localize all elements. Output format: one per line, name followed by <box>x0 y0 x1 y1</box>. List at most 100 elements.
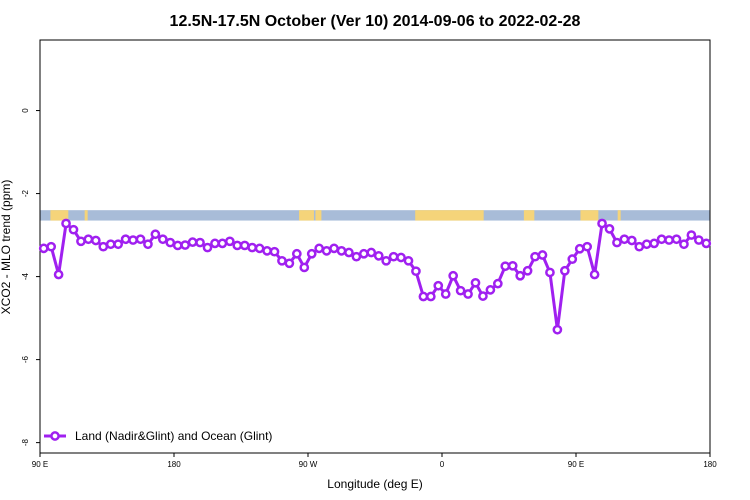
data-point <box>530 251 540 262</box>
data-point <box>463 289 473 299</box>
x-tick-label: 90 E <box>568 460 584 469</box>
data-point <box>388 251 399 262</box>
ocean-band <box>40 210 710 221</box>
data-point <box>344 247 354 258</box>
data-point <box>500 261 511 272</box>
data-point <box>187 237 198 247</box>
legend-marker-swatch <box>50 431 60 441</box>
data-point <box>61 218 71 229</box>
data-point <box>440 289 451 299</box>
data-point <box>291 248 302 259</box>
data-point <box>277 255 287 266</box>
land-segment-1 <box>84 210 88 221</box>
y-tick-label: -4 <box>21 272 30 280</box>
data-point <box>448 270 459 281</box>
x-tick-label: 0 <box>440 460 445 469</box>
data-point <box>180 240 191 250</box>
data-point <box>105 239 116 250</box>
data-point <box>68 224 79 235</box>
data-point <box>247 242 258 253</box>
data-point <box>604 224 615 234</box>
data-point <box>120 234 131 245</box>
data-point <box>262 246 272 256</box>
data-point <box>202 242 213 253</box>
plot-frame <box>39 39 711 454</box>
data-point <box>567 254 578 265</box>
y-tick-label: -8 <box>21 439 30 447</box>
data-point <box>210 238 220 249</box>
data-point <box>76 236 86 247</box>
data-point <box>641 239 652 250</box>
data-point <box>470 277 481 288</box>
data-point <box>98 241 109 252</box>
data-point <box>351 251 362 262</box>
data-point <box>366 247 377 258</box>
data-point <box>53 269 64 280</box>
data-point <box>701 238 712 249</box>
data-point <box>679 239 689 250</box>
land-segment-0 <box>50 210 69 221</box>
data-point <box>269 246 280 257</box>
data-point <box>626 235 637 246</box>
data-point <box>656 234 667 245</box>
data-point <box>515 270 526 281</box>
data-point <box>574 243 585 254</box>
data-point <box>537 250 548 260</box>
data-point <box>284 258 295 269</box>
data-point <box>336 246 347 256</box>
x-tick-label: 180 <box>167 460 181 469</box>
data-point <box>552 324 563 335</box>
data-point <box>90 235 101 246</box>
land-segment-2 <box>299 210 314 221</box>
data-point <box>455 285 466 296</box>
data-point <box>373 250 384 261</box>
data-point <box>671 234 682 245</box>
data-point <box>478 291 488 301</box>
x-tick-label: 90 W <box>299 460 318 469</box>
data-point <box>381 255 392 266</box>
legend-label: Land (Nadir&Glint) and Ocean (Glint) <box>75 429 272 443</box>
data-point <box>224 236 235 247</box>
data-point <box>232 240 243 251</box>
data-point <box>321 246 332 256</box>
x-tick-label: 90 E <box>32 460 48 469</box>
data-point <box>239 240 250 251</box>
data-point <box>299 262 310 273</box>
land-segment-3 <box>315 210 322 221</box>
data-point <box>396 252 406 263</box>
data-point <box>143 239 153 250</box>
data-point <box>433 280 444 291</box>
data-point <box>254 243 265 254</box>
data-series <box>38 218 712 335</box>
data-point <box>492 278 503 289</box>
data-point <box>634 241 645 252</box>
data-point <box>619 234 630 245</box>
data-point <box>38 243 49 254</box>
data-point <box>172 240 183 251</box>
x-axis-label: Longitude (deg E) <box>327 477 422 491</box>
data-point <box>314 243 325 254</box>
data-point <box>559 265 570 276</box>
data-point <box>664 235 674 245</box>
data-point <box>195 237 205 248</box>
land-segment-6 <box>580 210 599 221</box>
chart-title: 12.5N-17.5N October (Ver 10) 2014-09-06 … <box>170 13 581 30</box>
x-axis: 90 E 180 90 W 0 90 E 180 <box>32 453 717 469</box>
y-tick-label: -2 <box>21 189 30 197</box>
data-point <box>485 285 496 295</box>
data-point <box>165 237 176 248</box>
data-point <box>403 255 414 266</box>
data-point <box>693 235 704 245</box>
data-point <box>418 291 429 302</box>
data-point <box>649 238 660 249</box>
y-axis: 0 -2 -4 -6 -8 <box>21 108 40 446</box>
data-point <box>686 230 697 240</box>
land-segment-7 <box>617 210 621 221</box>
data-point <box>589 269 600 280</box>
data-point <box>135 234 146 245</box>
legend: Land (Nadir&Glint) and Ocean (Glint) <box>44 429 272 443</box>
data-point <box>128 235 138 245</box>
data-point <box>83 234 94 245</box>
data-point <box>358 248 369 259</box>
